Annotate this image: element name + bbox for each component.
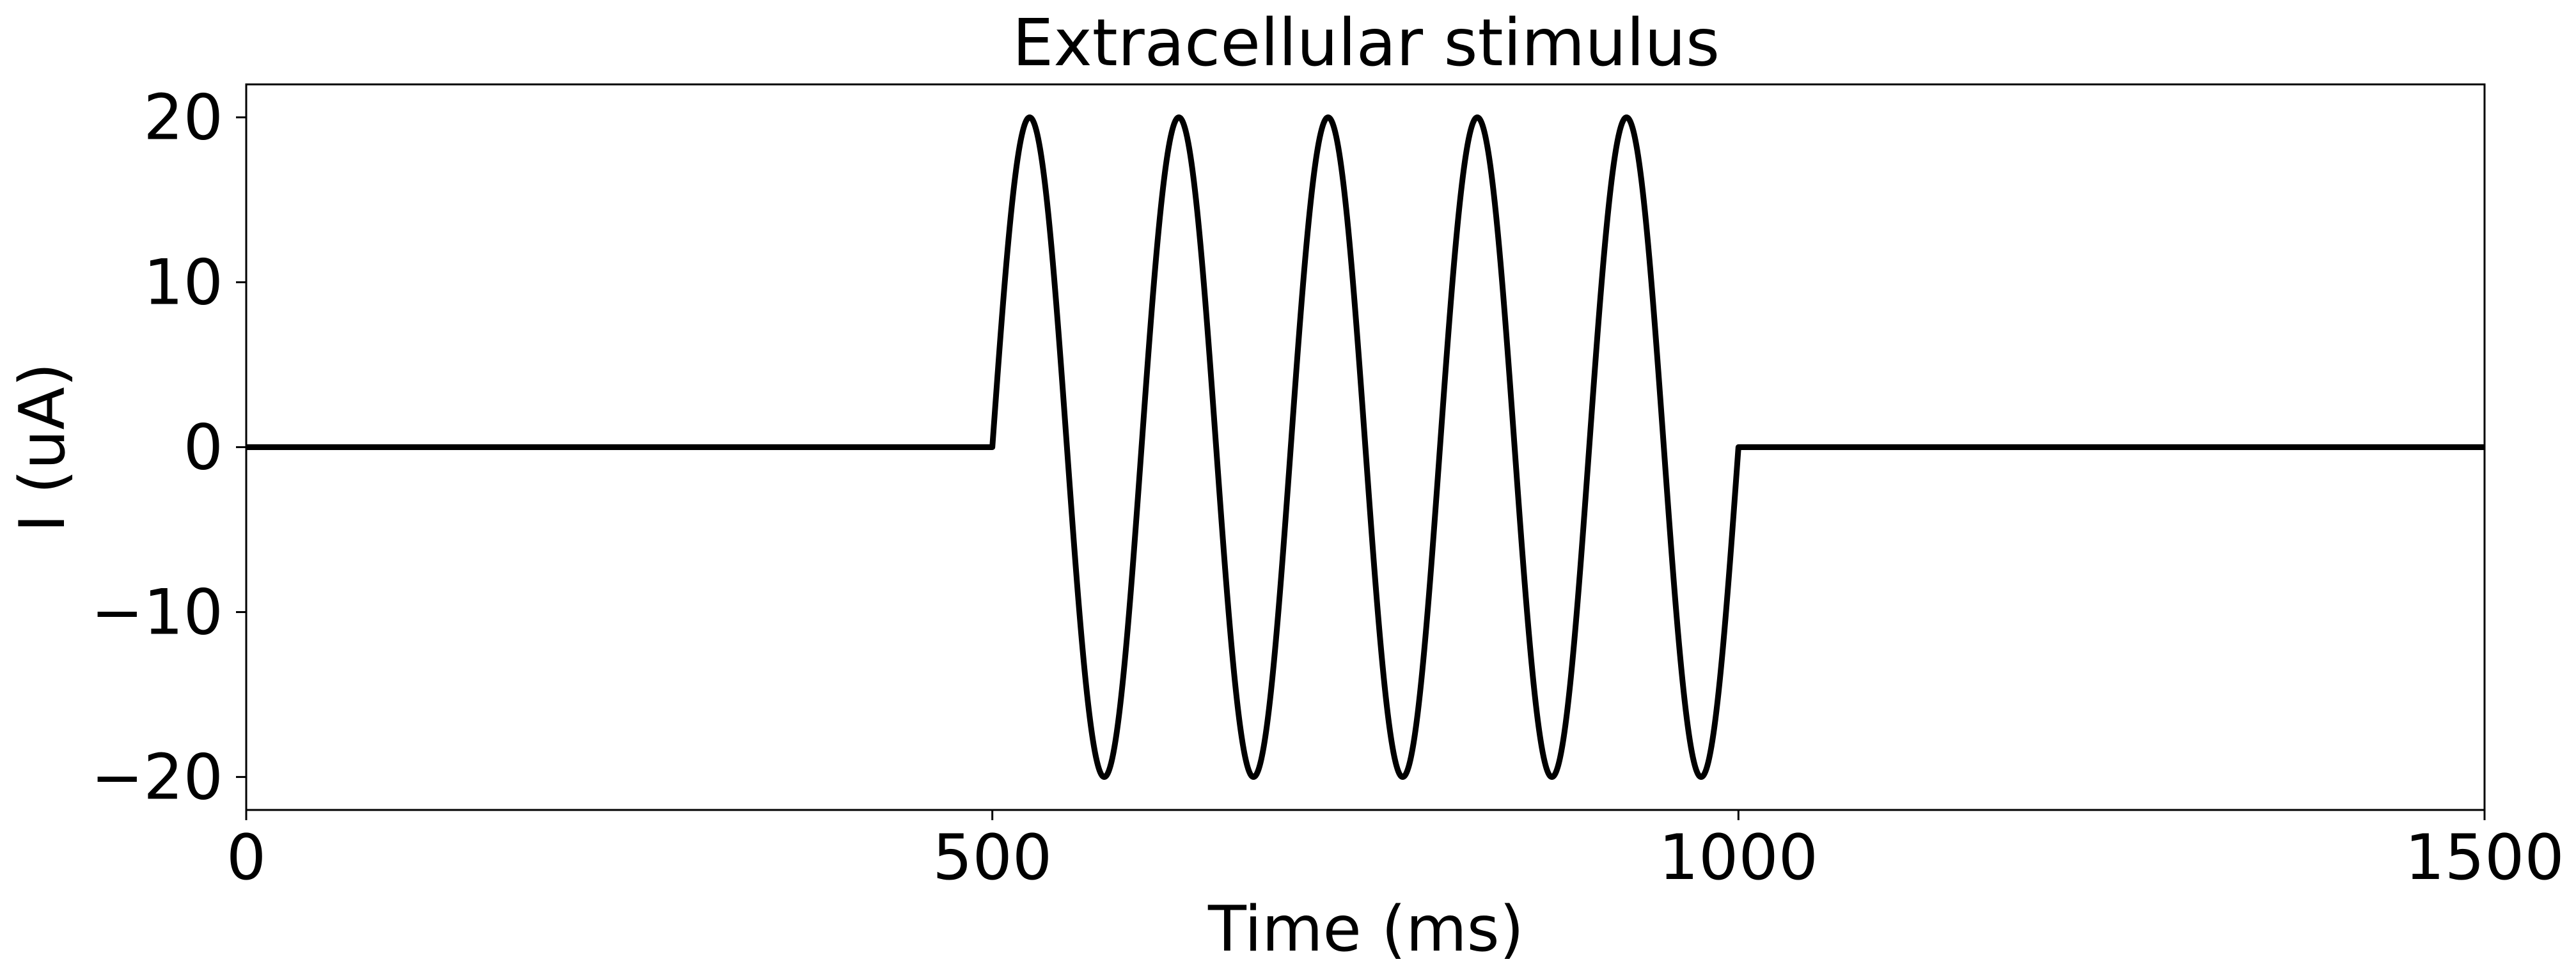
x-tick-label: 1500	[2405, 821, 2564, 894]
x-tick-label: 500	[932, 821, 1052, 894]
x-ticks: 0 500 1000 1500	[226, 810, 2564, 894]
y-tick-label: −20	[91, 741, 223, 814]
chart-title: Extracellular stimulus	[1012, 5, 1720, 81]
x-tick-label: 1000	[1659, 821, 1818, 894]
y-axis-title: I (uA)	[6, 362, 79, 533]
series-line-0	[246, 114, 2485, 780]
y-tick-label: 10	[143, 247, 223, 320]
y-ticks: 20 10 0 −10 −20	[91, 82, 246, 814]
y-tick-label: −10	[91, 576, 223, 649]
x-axis-title: Time (ms)	[1207, 893, 1524, 966]
y-tick-label: 0	[184, 412, 223, 485]
series-group	[246, 114, 2485, 780]
x-tick-label: 0	[226, 821, 266, 894]
y-tick-label: 20	[143, 82, 223, 155]
